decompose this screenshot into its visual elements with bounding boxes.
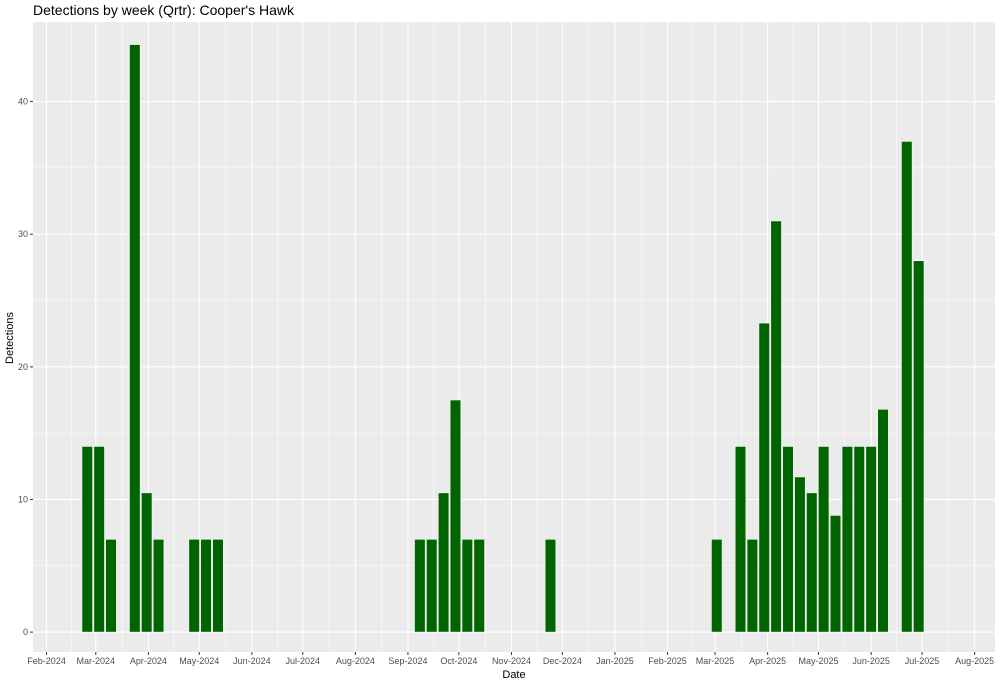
bar bbox=[865, 446, 877, 633]
bar bbox=[81, 446, 93, 633]
x-tick-label: Aug-2025 bbox=[955, 656, 994, 666]
bar bbox=[461, 538, 473, 633]
bar bbox=[212, 538, 224, 633]
x-tick-label: Feb-2024 bbox=[27, 656, 66, 666]
bar bbox=[437, 492, 450, 633]
x-tick-label: Jun-2025 bbox=[852, 656, 890, 666]
bar bbox=[758, 322, 770, 633]
y-tick-label: 40 bbox=[18, 97, 28, 107]
bar bbox=[746, 538, 759, 633]
bar bbox=[473, 538, 485, 633]
bar bbox=[152, 538, 165, 633]
bar bbox=[853, 446, 865, 633]
bar bbox=[841, 446, 854, 633]
y-tick-label: 30 bbox=[18, 229, 28, 239]
x-tick-label: Aug-2024 bbox=[336, 656, 375, 666]
y-tick-label: 20 bbox=[18, 362, 28, 372]
bar bbox=[105, 538, 117, 633]
x-tick-label: Jul-2024 bbox=[286, 656, 321, 666]
bar bbox=[817, 446, 830, 633]
bar bbox=[188, 538, 200, 633]
bar bbox=[141, 492, 153, 633]
bar bbox=[829, 515, 842, 633]
x-tick-label: Dec-2024 bbox=[543, 656, 582, 666]
bar bbox=[806, 492, 818, 633]
bar bbox=[901, 141, 913, 633]
x-tick-label: Jan-2025 bbox=[596, 656, 634, 666]
bar bbox=[913, 260, 925, 633]
x-axis: Feb-2024 Mar-2024 Apr-2024 May-2024 Jun-2024… bbox=[27, 652, 994, 666]
bar bbox=[93, 446, 105, 633]
x-tick-label: Mar-2024 bbox=[77, 656, 116, 666]
x-tick-label: Jul-2025 bbox=[905, 656, 940, 666]
bar bbox=[877, 408, 889, 633]
x-tick-label: Apr-2024 bbox=[130, 656, 167, 666]
x-tick-label: Oct-2024 bbox=[440, 656, 477, 666]
x-tick-label: May-2025 bbox=[799, 656, 839, 666]
x-tick-label: Nov-2024 bbox=[492, 656, 531, 666]
x-tick-label: Apr-2025 bbox=[749, 656, 786, 666]
x-axis-title: Date bbox=[502, 669, 525, 681]
chart-title: Detections by week (Qrtr): Cooper's Hawk bbox=[33, 2, 295, 18]
y-tick-label: 0 bbox=[23, 627, 28, 637]
x-tick-label: Sep-2024 bbox=[388, 656, 427, 666]
bar bbox=[200, 538, 212, 633]
bar bbox=[449, 399, 462, 633]
bar bbox=[782, 446, 794, 633]
bar bbox=[414, 538, 426, 633]
y-tick-label: 10 bbox=[18, 494, 28, 504]
bars-series bbox=[81, 44, 925, 633]
y-axis-title: Detections bbox=[4, 312, 16, 364]
x-tick-label: Mar-2025 bbox=[696, 656, 735, 666]
bar bbox=[426, 538, 438, 633]
bar bbox=[711, 538, 723, 633]
bar bbox=[794, 476, 806, 633]
bar bbox=[770, 220, 782, 633]
x-tick-label: May-2024 bbox=[179, 656, 219, 666]
x-tick-label: Jun-2024 bbox=[233, 656, 271, 666]
bar bbox=[734, 446, 747, 633]
bar bbox=[544, 538, 557, 633]
y-axis: 0 10 20 30 40 bbox=[18, 97, 33, 637]
bar bbox=[129, 44, 141, 633]
x-tick-label: Feb-2025 bbox=[648, 656, 687, 666]
